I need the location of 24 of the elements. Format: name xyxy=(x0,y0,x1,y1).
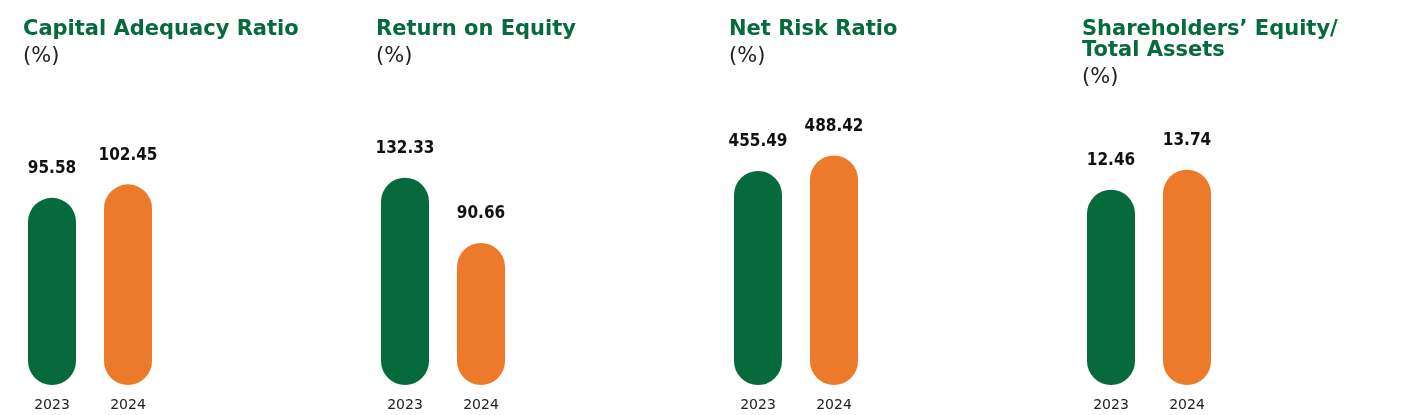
x-tick-label: 2023 xyxy=(740,396,776,412)
x-tick-label: 2023 xyxy=(34,396,70,412)
data-label: 488.42 xyxy=(804,114,864,135)
data-label: 12.46 xyxy=(1086,149,1136,170)
data-label: 455.49 xyxy=(728,130,788,151)
data-label: 13.74 xyxy=(1162,129,1212,150)
chart-subtitle: (%) xyxy=(729,42,766,67)
data-label: 132.33 xyxy=(375,137,435,158)
x-tick-label: 2024 xyxy=(463,396,499,412)
x-tick-label: 2023 xyxy=(1093,396,1129,412)
chart-subtitle: (%) xyxy=(1082,63,1119,88)
chart-title: Shareholders’ Equity/Total Assets xyxy=(1082,15,1339,61)
x-tick-label: 2023 xyxy=(387,396,423,412)
x-tick-label: 2024 xyxy=(110,396,146,412)
data-label: 95.58 xyxy=(27,157,77,178)
data-label: 102.45 xyxy=(98,143,158,164)
chart-title: Net Risk Ratio xyxy=(729,15,898,40)
data-label: 90.66 xyxy=(456,202,506,223)
x-tick-label: 2024 xyxy=(816,396,852,412)
chart-subtitle: (%) xyxy=(376,42,413,67)
chart-subtitle: (%) xyxy=(23,42,60,67)
chart-title: Capital Adequacy Ratio xyxy=(23,15,299,40)
chart-title: Return on Equity xyxy=(376,15,577,40)
x-tick-label: 2024 xyxy=(1169,396,1205,412)
